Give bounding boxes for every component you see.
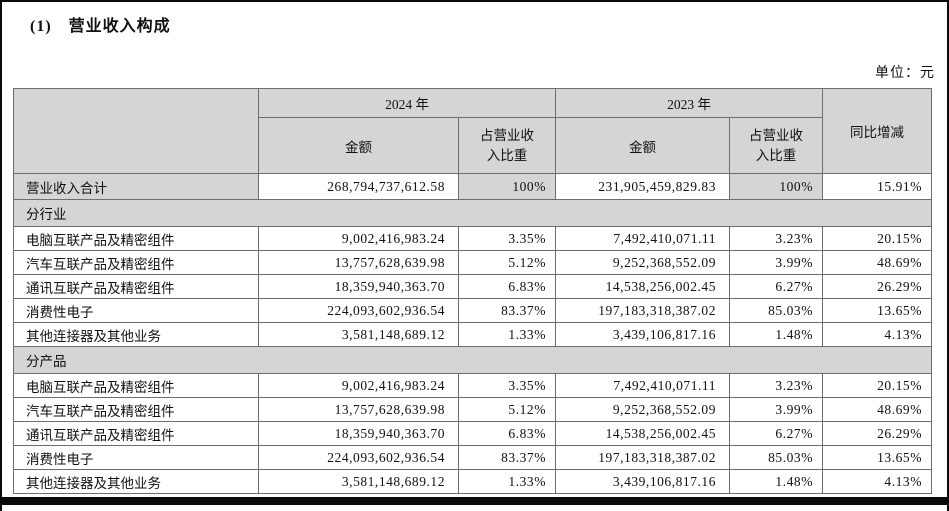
row-label: 营业收入合计 — [13, 173, 259, 200]
share-2023: 85.03% — [729, 298, 823, 323]
share-2024: 6.83% — [458, 274, 556, 299]
amount-2023: 231,905,459,829.83 — [555, 173, 730, 200]
page-border-bottom — [0, 497, 949, 505]
share-2023: 3.23% — [729, 373, 823, 398]
table-row: 消费性电子 224,093,602,936.54 83.37% 197,183,318… — [13, 445, 932, 470]
table-row: 其他连接器及其他业务 3,581,148,689.12 1.33% 3,439,106… — [13, 322, 932, 347]
table-row: 汽车互联产品及精密组件 13,757,628,639.98 5.12% 9,252,3… — [13, 397, 932, 422]
share-2023: 3.23% — [729, 226, 823, 251]
share-2024: 6.83% — [458, 421, 556, 446]
amount-2024-header: 金额 — [258, 117, 459, 174]
page-border-top — [0, 0, 949, 2]
share-2023: 3.99% — [729, 397, 823, 422]
section-header-row: 分产品 — [13, 346, 932, 374]
table-row: 消费性电子 224,093,602,936.54 83.37% 197,183,318… — [13, 298, 932, 323]
amount-2024: 224,093,602,936.54 — [258, 445, 459, 470]
share-2023: 3.99% — [729, 250, 823, 275]
amount-2023: 9,252,368,552.09 — [555, 250, 730, 275]
row-label: 通讯互联产品及精密组件 — [13, 421, 259, 446]
amount-2023: 3,439,106,817.16 — [555, 469, 730, 494]
amount-2024: 268,794,737,612.58 — [258, 173, 459, 200]
table-row: 其他连接器及其他业务 3,581,148,689.12 1.33% 3,439,106… — [13, 469, 932, 494]
share-2024: 1.33% — [458, 469, 556, 494]
section-label: 分行业 — [13, 199, 932, 227]
amount-2023: 9,252,368,552.09 — [555, 397, 730, 422]
share-2023: 85.03% — [729, 445, 823, 470]
row-label: 通讯互联产品及精密组件 — [13, 274, 259, 299]
share-2024: 5.12% — [458, 250, 556, 275]
row-label: 电脑互联产品及精密组件 — [13, 373, 259, 398]
blank-header-cell — [13, 88, 259, 174]
table-row: 营业收入合计 268,794,737,612.58 100% 231,905,459,… — [13, 173, 932, 200]
yoy-value: 48.69% — [822, 397, 932, 422]
yoy-value: 13.65% — [822, 298, 932, 323]
yoy-value: 4.13% — [822, 322, 932, 347]
amount-2024: 18,359,940,363.70 — [258, 274, 459, 299]
share-2024-header: 占营业收 入比重 — [458, 117, 556, 174]
table-row: 电脑互联产品及精密组件 9,002,416,983.24 3.35% 7,492,41… — [13, 373, 932, 398]
yoy-value: 13.65% — [822, 445, 932, 470]
share-2024: 83.37% — [458, 298, 556, 323]
section-title: (1) 营业收入构成 — [30, 18, 171, 35]
share-2024: 100% — [458, 173, 556, 200]
yoy-value: 4.13% — [822, 469, 932, 494]
share-2024: 3.35% — [458, 373, 556, 398]
amount-2024: 13,757,628,639.98 — [258, 397, 459, 422]
amount-2024: 13,757,628,639.98 — [258, 250, 459, 275]
share-2024: 1.33% — [458, 322, 556, 347]
yoy-value: 20.15% — [822, 226, 932, 251]
row-label: 电脑互联产品及精密组件 — [13, 226, 259, 251]
yoy-value: 26.29% — [822, 274, 932, 299]
amount-2024: 3,581,148,689.12 — [258, 322, 459, 347]
year-2023-header: 2023 年 — [555, 88, 823, 118]
share-2023: 1.48% — [729, 469, 823, 494]
year-2024-header: 2024 年 — [258, 88, 556, 118]
yoy-value: 20.15% — [822, 373, 932, 398]
row-label: 消费性电子 — [13, 298, 259, 323]
amount-2024: 3,581,148,689.12 — [258, 469, 459, 494]
yoy-header: 同比增减 — [822, 88, 932, 174]
page-border-left — [0, 0, 2, 511]
table-row: 通讯互联产品及精密组件 18,359,940,363.70 6.83% 14,538,… — [13, 274, 932, 299]
page-border-right — [947, 0, 949, 511]
share-2023: 6.27% — [729, 421, 823, 446]
unit-label: 单位：元 — [875, 66, 935, 81]
row-label: 汽车互联产品及精密组件 — [13, 250, 259, 275]
amount-2024: 9,002,416,983.24 — [258, 373, 459, 398]
row-label: 其他连接器及其他业务 — [13, 322, 259, 347]
amount-2023: 14,538,256,002.45 — [555, 421, 730, 446]
table-row: 电脑互联产品及精密组件 9,002,416,983.24 3.35% 7,492,41… — [13, 226, 932, 251]
table-row: 通讯互联产品及精密组件 18,359,940,363.70 6.83% 14,538,… — [13, 421, 932, 446]
yoy-value: 26.29% — [822, 421, 932, 446]
row-label: 消费性电子 — [13, 445, 259, 470]
section-label: 分产品 — [13, 346, 932, 374]
share-2023: 100% — [729, 173, 823, 200]
yoy-value: 15.91% — [822, 173, 932, 200]
row-label: 其他连接器及其他业务 — [13, 469, 259, 494]
amount-2023: 197,183,318,387.02 — [555, 298, 730, 323]
share-2024: 83.37% — [458, 445, 556, 470]
share-2024: 3.35% — [458, 226, 556, 251]
share-2023: 6.27% — [729, 274, 823, 299]
share-2024: 5.12% — [458, 397, 556, 422]
share-2023-header: 占营业收 入比重 — [729, 117, 823, 174]
amount-2024: 9,002,416,983.24 — [258, 226, 459, 251]
table-row: 汽车互联产品及精密组件 13,757,628,639.98 5.12% 9,252,3… — [13, 250, 932, 275]
amount-2023: 197,183,318,387.02 — [555, 445, 730, 470]
amount-2023: 7,492,410,071.11 — [555, 373, 730, 398]
share-2023: 1.48% — [729, 322, 823, 347]
amount-2024: 224,093,602,936.54 — [258, 298, 459, 323]
revenue-composition-table: 2024 年 2023 年 同比增减 金额 占营业收 入比重 金额 占营业收 入… — [13, 88, 932, 494]
amount-2023: 3,439,106,817.16 — [555, 322, 730, 347]
amount-2023: 14,538,256,002.45 — [555, 274, 730, 299]
amount-2023-header: 金额 — [555, 117, 730, 174]
section-header-row: 分行业 — [13, 199, 932, 227]
amount-2024: 18,359,940,363.70 — [258, 421, 459, 446]
amount-2023: 7,492,410,071.11 — [555, 226, 730, 251]
row-label: 汽车互联产品及精密组件 — [13, 397, 259, 422]
yoy-value: 48.69% — [822, 250, 932, 275]
